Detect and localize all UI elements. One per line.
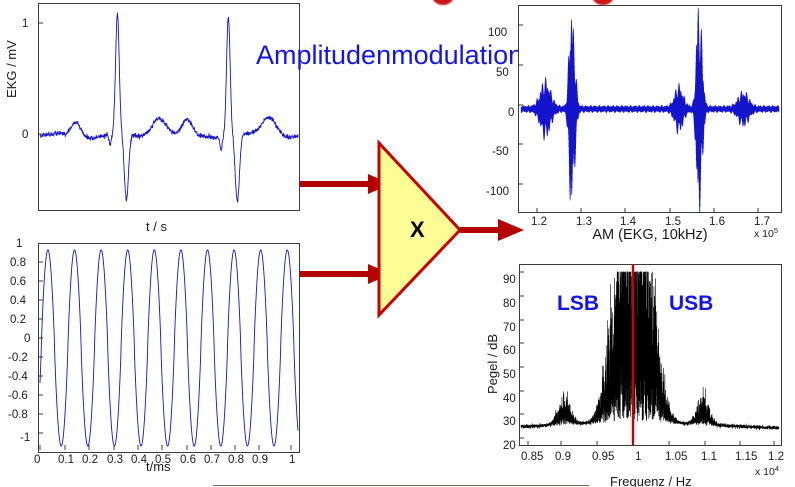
svg-text:X: X <box>410 217 425 242</box>
